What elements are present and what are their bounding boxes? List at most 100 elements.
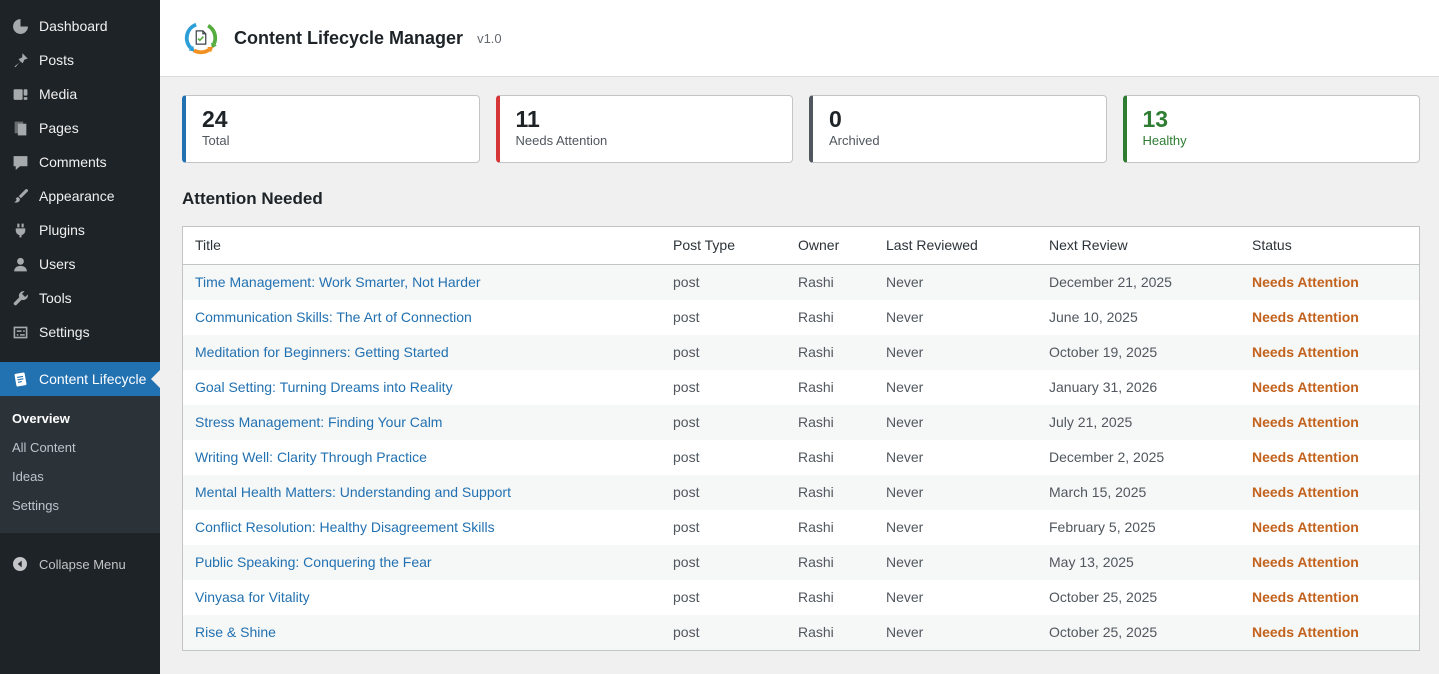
sidebar-item-users[interactable]: Users — [0, 247, 160, 281]
title-cell: Vinyasa for Vitality — [183, 580, 661, 615]
wp-admin-sidebar: Dashboard Posts Media Pages Comments App… — [0, 0, 160, 674]
sidebar-item-label: Users — [39, 256, 76, 272]
owner-cell: Rashi — [798, 274, 834, 290]
wp-admin-menu: Dashboard Posts Media Pages Comments App… — [0, 0, 160, 349]
sidebar-item-label: Settings — [39, 324, 90, 340]
table-row: Goal Setting: Turning Dreams into Realit… — [183, 370, 1419, 405]
next-review-cell: July 21, 2025 — [1049, 414, 1133, 430]
status-badge: Needs Attention — [1252, 484, 1359, 500]
stat-card-total: 24 Total — [182, 95, 480, 163]
table-row: Conflict Resolution: Healthy Disagreemen… — [183, 510, 1419, 545]
current-item-arrow — [151, 370, 160, 388]
post-title-link[interactable]: Conflict Resolution: Healthy Disagreemen… — [195, 519, 495, 535]
next-review-cell: October 19, 2025 — [1049, 344, 1158, 360]
content-area: 24 Total 11 Needs Attention 0 Archived 1… — [160, 77, 1439, 651]
post-title-link[interactable]: Public Speaking: Conquering the Fear — [195, 554, 432, 570]
stat-card-healthy: 13 Healthy — [1122, 95, 1420, 163]
stat-value: 24 — [202, 106, 228, 132]
last-reviewed-cell: Never — [886, 484, 924, 500]
sidebar-item-appearance[interactable]: Appearance — [0, 179, 160, 213]
stat-value: 11 — [515, 106, 540, 132]
version-badge: v1.0 — [477, 30, 502, 46]
sidebar-item-label: Comments — [39, 154, 107, 170]
sidebar-item-content-lifecycle[interactable]: Content Lifecycle — [0, 362, 160, 396]
table-row: Stress Management: Finding Your Calm pos… — [183, 405, 1419, 440]
post-type-cell: post — [673, 624, 700, 640]
plug-icon — [11, 221, 29, 239]
owner-cell: Rashi — [798, 344, 834, 360]
column-header-title: Title — [183, 227, 661, 265]
next-review-cell: January 31, 2026 — [1049, 379, 1158, 395]
table-header-row: Title Post Type Owner Last Reviewed Next Rev… — [183, 227, 1419, 265]
post-title-link[interactable]: Writing Well: Clarity Through Practice — [195, 449, 427, 465]
table-row: Time Management: Work Smarter, Not Harde… — [183, 264, 1419, 300]
post-type-cell: post — [673, 484, 700, 500]
sidebar-item-dashboard[interactable]: Dashboard — [0, 9, 160, 43]
title-cell: Conflict Resolution: Healthy Disagreemen… — [183, 510, 661, 545]
post-title-link[interactable]: Meditation for Beginners: Getting Starte… — [195, 344, 449, 360]
sidebar-item-label: Tools — [39, 290, 72, 306]
pages-icon — [11, 119, 29, 137]
post-title-link[interactable]: Goal Setting: Turning Dreams into Realit… — [195, 379, 453, 395]
column-header-next-review: Next Review — [1037, 227, 1240, 265]
next-review-cell: May 13, 2025 — [1049, 554, 1134, 570]
sidebar-item-pages[interactable]: Pages — [0, 111, 160, 145]
post-title-link[interactable]: Vinyasa for Vitality — [195, 589, 310, 605]
owner-cell: Rashi — [798, 624, 834, 640]
sidebar-item-label: Content Lifecycle — [39, 371, 147, 387]
notepad-icon — [11, 370, 29, 388]
content-lifecycle-submenu: Overview All Content Ideas Settings — [0, 396, 160, 533]
title-cell: Writing Well: Clarity Through Practice — [183, 440, 661, 475]
owner-cell: Rashi — [798, 309, 834, 325]
stat-card-archived: 0 Archived — [809, 95, 1107, 163]
post-title-link[interactable]: Time Management: Work Smarter, Not Harde… — [195, 274, 481, 290]
post-title-link[interactable]: Stress Management: Finding Your Calm — [195, 414, 443, 430]
submenu-item-all-content[interactable]: All Content — [12, 440, 76, 455]
owner-cell: Rashi — [798, 484, 834, 500]
next-review-cell: February 5, 2025 — [1049, 519, 1156, 535]
stats-row: 24 Total 11 Needs Attention 0 Archived 1… — [182, 95, 1420, 163]
sidebar-item-media[interactable]: Media — [0, 77, 160, 111]
collapse-arrow-icon — [11, 555, 29, 573]
table-row: Mental Health Matters: Understanding and… — [183, 475, 1419, 510]
stat-label: Needs Attention — [515, 133, 608, 148]
owner-cell: Rashi — [798, 519, 834, 535]
collapse-menu-label: Collapse Menu — [39, 556, 126, 572]
plugin-header: Content Lifecycle Manager v1.0 — [160, 0, 1439, 77]
last-reviewed-cell: Never — [886, 274, 924, 290]
submenu-item-overview[interactable]: Overview — [12, 411, 70, 426]
pushpin-icon — [11, 51, 29, 69]
post-type-cell: post — [673, 554, 700, 570]
post-type-cell: post — [673, 414, 700, 430]
attention-needed-table: Title Post Type Owner Last Reviewed Next Rev… — [183, 227, 1419, 650]
collapse-menu-button[interactable]: Collapse Menu — [0, 546, 160, 582]
post-type-cell: post — [673, 589, 700, 605]
post-title-link[interactable]: Mental Health Matters: Understanding and… — [195, 484, 511, 500]
paintbrush-icon — [11, 187, 29, 205]
user-icon — [11, 255, 29, 273]
title-cell: Stress Management: Finding Your Calm — [183, 405, 661, 440]
stat-label: Archived — [829, 133, 880, 148]
comment-bubble-icon — [11, 153, 29, 171]
title-cell: Public Speaking: Conquering the Fear — [183, 545, 661, 580]
post-type-cell: post — [673, 274, 700, 290]
column-header-owner: Owner — [786, 227, 874, 265]
title-cell: Mental Health Matters: Understanding and… — [183, 475, 661, 510]
sidebar-item-posts[interactable]: Posts — [0, 43, 160, 77]
submenu-item-ideas[interactable]: Ideas — [12, 469, 44, 484]
sidebar-item-settings[interactable]: Settings — [0, 315, 160, 349]
post-type-cell: post — [673, 344, 700, 360]
submenu-item-settings[interactable]: Settings — [12, 498, 59, 513]
status-badge: Needs Attention — [1252, 344, 1359, 360]
sidebar-item-tools[interactable]: Tools — [0, 281, 160, 315]
dashboard-icon — [11, 17, 29, 35]
last-reviewed-cell: Never — [886, 449, 924, 465]
post-title-link[interactable]: Rise & Shine — [195, 624, 276, 640]
sidebar-item-plugins[interactable]: Plugins — [0, 213, 160, 247]
post-type-cell: post — [673, 519, 700, 535]
status-badge: Needs Attention — [1252, 309, 1359, 325]
column-header-last-reviewed: Last Reviewed — [874, 227, 1037, 265]
sidebar-item-comments[interactable]: Comments — [0, 145, 160, 179]
media-icon — [11, 85, 29, 103]
post-title-link[interactable]: Communication Skills: The Art of Connect… — [195, 309, 472, 325]
